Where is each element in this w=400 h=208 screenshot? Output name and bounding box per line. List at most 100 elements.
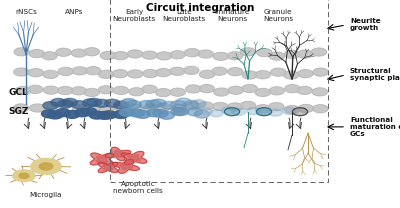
Circle shape xyxy=(28,69,43,77)
Circle shape xyxy=(194,110,210,118)
Circle shape xyxy=(198,50,213,58)
Circle shape xyxy=(271,68,286,76)
Circle shape xyxy=(64,110,80,118)
Circle shape xyxy=(94,99,109,107)
Circle shape xyxy=(170,88,185,96)
Circle shape xyxy=(142,85,157,93)
Circle shape xyxy=(247,108,260,115)
Circle shape xyxy=(284,71,299,79)
Circle shape xyxy=(176,98,191,106)
Circle shape xyxy=(156,89,171,97)
Circle shape xyxy=(213,52,228,60)
Circle shape xyxy=(185,102,200,110)
Text: GCL: GCL xyxy=(9,88,28,97)
Text: Functional
maturation of
GCs: Functional maturation of GCs xyxy=(350,117,400,137)
Circle shape xyxy=(269,87,284,95)
Circle shape xyxy=(297,50,312,58)
Circle shape xyxy=(129,109,144,117)
Text: Microglia: Microglia xyxy=(30,192,62,198)
Circle shape xyxy=(84,48,100,56)
Circle shape xyxy=(121,99,136,106)
Circle shape xyxy=(242,84,257,92)
Circle shape xyxy=(102,111,117,119)
Circle shape xyxy=(126,101,141,109)
Circle shape xyxy=(171,101,186,109)
Circle shape xyxy=(28,85,43,93)
Circle shape xyxy=(44,86,59,94)
Circle shape xyxy=(99,105,114,113)
Circle shape xyxy=(153,109,168,117)
Circle shape xyxy=(89,111,104,119)
Circle shape xyxy=(100,52,116,59)
Circle shape xyxy=(313,105,328,113)
Circle shape xyxy=(30,104,45,112)
Circle shape xyxy=(84,88,100,96)
Circle shape xyxy=(39,163,53,170)
Circle shape xyxy=(255,105,270,113)
Circle shape xyxy=(200,70,215,78)
Circle shape xyxy=(172,104,187,112)
Circle shape xyxy=(98,86,114,94)
Text: Late
Neuroblasts: Late Neuroblasts xyxy=(162,9,206,22)
Circle shape xyxy=(159,111,174,119)
Circle shape xyxy=(228,86,243,94)
Circle shape xyxy=(156,52,172,60)
Polygon shape xyxy=(128,155,140,161)
Circle shape xyxy=(224,108,240,116)
Circle shape xyxy=(14,104,29,112)
Circle shape xyxy=(170,51,185,59)
Polygon shape xyxy=(105,147,131,161)
Circle shape xyxy=(42,110,57,118)
Text: ANPs: ANPs xyxy=(65,9,83,15)
Circle shape xyxy=(285,85,300,93)
Polygon shape xyxy=(119,163,133,170)
Circle shape xyxy=(48,111,63,119)
Polygon shape xyxy=(121,151,147,165)
Text: SGZ: SGZ xyxy=(9,107,29,116)
Circle shape xyxy=(214,88,229,96)
Circle shape xyxy=(15,87,30,95)
Polygon shape xyxy=(113,159,140,173)
Circle shape xyxy=(183,100,198,108)
Circle shape xyxy=(143,69,158,77)
Circle shape xyxy=(43,102,58,109)
Circle shape xyxy=(257,49,272,57)
Circle shape xyxy=(312,88,328,96)
Circle shape xyxy=(135,110,150,118)
Polygon shape xyxy=(103,165,113,170)
Bar xyxy=(110,0,328,182)
Text: Structural
synaptic plasticity: Structural synaptic plasticity xyxy=(350,68,400,81)
Text: Immature
Neurons: Immature Neurons xyxy=(214,9,250,22)
Circle shape xyxy=(57,101,72,109)
Circle shape xyxy=(113,111,128,119)
Circle shape xyxy=(255,88,270,96)
Circle shape xyxy=(240,48,256,56)
Circle shape xyxy=(128,70,143,78)
Circle shape xyxy=(199,85,214,93)
Circle shape xyxy=(72,67,88,75)
Circle shape xyxy=(242,71,257,79)
Circle shape xyxy=(86,67,101,75)
Circle shape xyxy=(186,85,201,93)
Circle shape xyxy=(255,71,270,79)
Circle shape xyxy=(113,70,128,78)
Circle shape xyxy=(143,104,158,112)
Circle shape xyxy=(298,105,314,113)
Circle shape xyxy=(213,103,228,110)
Circle shape xyxy=(184,66,199,74)
Circle shape xyxy=(56,48,71,56)
Circle shape xyxy=(269,103,284,111)
Circle shape xyxy=(98,70,114,78)
Circle shape xyxy=(58,100,73,108)
Polygon shape xyxy=(96,156,108,162)
Circle shape xyxy=(58,67,73,75)
Circle shape xyxy=(114,101,129,109)
Circle shape xyxy=(113,52,128,60)
Circle shape xyxy=(292,108,308,116)
Text: Circuit integration: Circuit integration xyxy=(146,3,254,13)
Circle shape xyxy=(171,108,186,115)
Circle shape xyxy=(187,108,202,116)
Circle shape xyxy=(151,99,166,107)
Circle shape xyxy=(72,104,88,112)
Circle shape xyxy=(298,70,313,78)
